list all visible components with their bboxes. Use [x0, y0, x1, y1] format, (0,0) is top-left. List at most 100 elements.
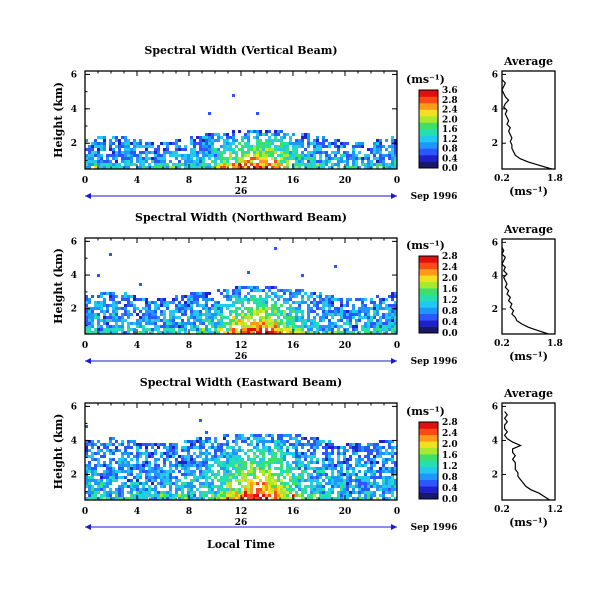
- heatmap-cell: [292, 157, 295, 160]
- heatmap-cell: [388, 310, 391, 313]
- heatmap-cell: [205, 461, 208, 464]
- heatmap-cell: [274, 455, 277, 458]
- heatmap-cell: [235, 151, 238, 154]
- heatmap-cell: [154, 470, 157, 473]
- heatmap-cell: [274, 151, 277, 154]
- heatmap-cell: [301, 497, 304, 500]
- heatmap-cell: [223, 494, 226, 497]
- heatmap-cell: [211, 479, 214, 482]
- heatmap-cell: [145, 148, 148, 151]
- heatmap-cell: [241, 148, 244, 151]
- heatmap-cell: [226, 322, 229, 325]
- heatmap-cell: [115, 449, 118, 452]
- heatmap-cell: [208, 298, 211, 301]
- heatmap-cell: [229, 145, 232, 148]
- heatmap-cell: [214, 485, 217, 488]
- heatmap-cell: [151, 443, 154, 446]
- heatmap-cell: [265, 316, 268, 319]
- heatmap-cell: [307, 163, 310, 166]
- heatmap-cell: [223, 148, 226, 151]
- heatmap-cell: [235, 449, 238, 452]
- heatmap-cell: [355, 166, 358, 169]
- heatmap-cell: [220, 310, 223, 313]
- heatmap-cell: [106, 304, 109, 307]
- heatmap-cell: [178, 494, 181, 497]
- heatmap-cell: [202, 440, 205, 443]
- average-y-tick-label: 6: [492, 70, 498, 80]
- heatmap-cell: [178, 485, 181, 488]
- heatmap-cell: [391, 145, 394, 148]
- heatmap-cell: [169, 325, 172, 328]
- heatmap-cell: [388, 485, 391, 488]
- heatmap-cell: [277, 139, 280, 142]
- heatmap-cell: [313, 485, 316, 488]
- heatmap-cell: [211, 160, 214, 163]
- heatmap-cell: [88, 154, 91, 157]
- colorbar-tick-label: 2.8: [442, 96, 458, 106]
- heatmap-cell: [376, 449, 379, 452]
- heatmap-cell: [253, 151, 256, 154]
- heatmap-cell: [214, 491, 217, 494]
- heatmap-cell: [193, 160, 196, 163]
- heatmap-cell: [121, 298, 124, 301]
- heatmap-cell: [235, 467, 238, 470]
- colorbar-tick-label: 0.8: [442, 473, 458, 483]
- heatmap-cell: [244, 166, 247, 169]
- heatmap-cell: [379, 449, 382, 452]
- y-tick-label: 4: [71, 436, 77, 446]
- heatmap-cell: [202, 166, 205, 169]
- heatmap-cell: [382, 163, 385, 166]
- heatmap-cell: [112, 310, 115, 313]
- heatmap-cell: [226, 491, 229, 494]
- panel-title: Spectral Width (Vertical Beam): [144, 44, 337, 57]
- heatmap-cell: [325, 301, 328, 304]
- heatmap-cell: [292, 142, 295, 145]
- heatmap-cell: [94, 154, 97, 157]
- heatmap-cell: [187, 307, 190, 310]
- heatmap-cell: [133, 485, 136, 488]
- heatmap-cell: [181, 325, 184, 328]
- heatmap-cell: [298, 485, 301, 488]
- heatmap-cell: [88, 313, 91, 316]
- heatmap-cell: [166, 482, 169, 485]
- heatmap-cell: [145, 464, 148, 467]
- heatmap-cell: [295, 310, 298, 313]
- heatmap-cell: [289, 289, 292, 292]
- heatmap-cell: [109, 479, 112, 482]
- heatmap-cell: [394, 151, 397, 154]
- heatmap-cell: [196, 295, 199, 298]
- heatmap-cell: [292, 479, 295, 482]
- heatmap-cell: [157, 443, 160, 446]
- y-tick-label: 4: [71, 105, 77, 115]
- heatmap-cell: [355, 142, 358, 145]
- heatmap-cell: [238, 163, 241, 166]
- heatmap-cell: [346, 319, 349, 322]
- heatmap-cell: [94, 328, 97, 331]
- x-tick-label: 4: [134, 341, 140, 351]
- day-bar-arrow-right: [391, 524, 397, 530]
- heatmap-cell: [316, 145, 319, 148]
- heatmap-cell: [253, 458, 256, 461]
- heatmap-cell: [319, 154, 322, 157]
- heatmap-cell: [286, 328, 289, 331]
- heatmap-cell: [292, 476, 295, 479]
- heatmap-cell: [394, 319, 397, 322]
- heatmap-cell: [208, 476, 211, 479]
- heatmap-cell: [388, 328, 391, 331]
- heatmap-cell: [103, 464, 106, 467]
- heatmap-cell: [97, 461, 100, 464]
- heatmap-cell: [217, 464, 220, 467]
- heatmap-cell: [277, 166, 280, 169]
- heatmap-cell: [358, 446, 361, 449]
- heatmap-cell: [154, 467, 157, 470]
- heatmap-cell: [130, 446, 133, 449]
- heatmap-cell: [199, 166, 202, 169]
- heatmap-cell: [223, 163, 226, 166]
- heatmap-cell: [301, 295, 304, 298]
- heatmap-cell: [100, 136, 103, 139]
- heatmap-cell: [346, 322, 349, 325]
- heatmap-cell: [352, 304, 355, 307]
- heatmap-cell: [163, 470, 166, 473]
- heatmap-cell: [259, 479, 262, 482]
- heatmap-cell: [313, 142, 316, 145]
